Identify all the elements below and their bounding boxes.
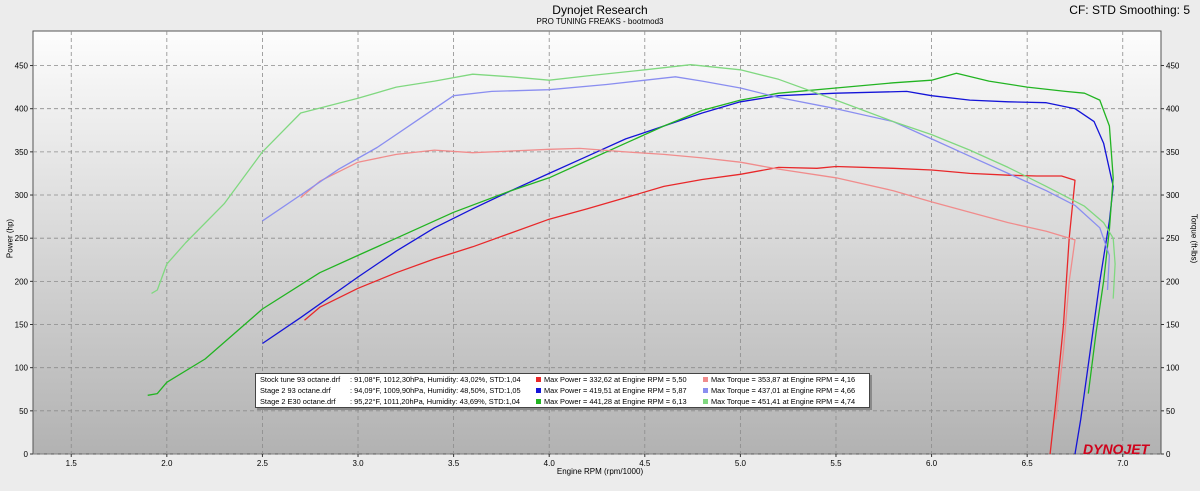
y-tick-label-left: 100 <box>15 364 29 373</box>
legend-run-name: Stage 2 93 octane.drf <box>260 386 331 395</box>
torque-curve-stock-tune-93-octane <box>300 147 1076 420</box>
x-tick-label: 2.0 <box>161 459 173 468</box>
y-tick-label-right: 400 <box>1166 105 1180 114</box>
y-tick-label-left: 0 <box>24 450 29 459</box>
x-tick-label: 6.5 <box>1022 459 1034 468</box>
legend-torque-swatch <box>703 399 708 404</box>
x-tick-label: 2.5 <box>257 459 269 468</box>
power-curve-stage-2-e30-octane <box>147 72 1114 396</box>
y-tick-label-right: 450 <box>1166 62 1180 71</box>
y-tick-label-right: 50 <box>1166 407 1175 416</box>
torque-curve-stage-2-93-octane <box>262 76 1111 291</box>
legend-conditions: : 91,08°F, 1012,30hPa, Humidity: 43,02%,… <box>350 375 521 384</box>
x-axis-label: Engine RPM (rpm/1000) <box>556 467 644 476</box>
y-tick-label-left: 400 <box>15 105 29 114</box>
legend-conditions: : 95,22°F, 1011,20hPa, Humidity: 43,69%,… <box>350 397 521 406</box>
y-tick-label-right: 250 <box>1166 234 1180 243</box>
legend-max-power: Max Power = 441,28 at Engine RPM = 6,13 <box>544 397 687 406</box>
y-axis-left-ticks: 0 50 100 150 200 250 300 350 400 450 <box>15 62 33 459</box>
y-tick-label-right: 350 <box>1166 148 1180 157</box>
legend-run-name: Stock tune 93 octane.drf <box>260 375 341 384</box>
legend-max-torque: Max Torque = 451,41 at Engine RPM = 4,74 <box>711 397 856 406</box>
grid-lines <box>33 31 1161 455</box>
y-tick-label-left: 250 <box>15 234 29 243</box>
x-tick-label: 4.5 <box>639 459 651 468</box>
y-tick-label-right: 100 <box>1166 364 1180 373</box>
legend-box: Stock tune 93 octane.drf : 91,08°F, 1012… <box>255 373 870 408</box>
y-tick-label-right: 200 <box>1166 277 1180 286</box>
y-tick-label-right: 150 <box>1166 321 1180 330</box>
y-axis-left-label: Power (hp) <box>5 218 15 259</box>
legend-row: Stock tune 93 octane.drf : 91,08°F, 1012… <box>256 374 869 385</box>
x-tick-label: 5.5 <box>830 459 842 468</box>
y-axis-right-ticks: 0 50 100 150 200 250 300 350 400 450 <box>1161 62 1180 459</box>
legend-power-swatch <box>536 388 541 393</box>
y-tick-label-left: 450 <box>15 62 29 71</box>
legend-run-name: Stage 2 E30 octane.drf <box>260 397 336 406</box>
y-tick-label-left: 200 <box>15 277 29 286</box>
legend-max-torque: Max Torque = 353,87 at Engine RPM = 4,16 <box>711 375 856 384</box>
series-lines <box>147 64 1116 455</box>
x-tick-label: 6.0 <box>926 459 938 468</box>
power-curve-stock-tune-93-octane <box>304 165 1076 455</box>
x-axis-ticks: 1.5 2.0 2.5 3.0 3.5 4.0 4.5 5.0 5.5 6.0 6.5 7.0 <box>66 454 1129 468</box>
y-tick-label-left: 150 <box>15 321 29 330</box>
chart-title: Dynojet Research <box>552 3 648 17</box>
legend-power-swatch <box>536 399 541 404</box>
legend-power-swatch <box>536 377 541 382</box>
y-axis-right-label: Torque (ft-lbs) <box>1189 213 1199 264</box>
legend-row: Stage 2 E30 octane.drf : 95,22°F, 1011,2… <box>256 396 869 407</box>
x-tick-label: 5.0 <box>735 459 747 468</box>
y-tick-label-left: 300 <box>15 191 29 200</box>
x-tick-label: 4.0 <box>544 459 556 468</box>
x-tick-label: 7.0 <box>1117 459 1129 468</box>
dynojet-logo: DYNOJET <box>1083 441 1150 457</box>
y-tick-label-left: 50 <box>19 407 28 416</box>
x-tick-label: 3.0 <box>352 459 364 468</box>
correction-factor-info: CF: STD Smoothing: 5 <box>1069 3 1190 17</box>
torque-curve-stage-2-e30-octane <box>151 64 1116 299</box>
y-tick-label-right: 0 <box>1166 450 1171 459</box>
y-tick-label-right: 300 <box>1166 191 1180 200</box>
legend-max-power: Max Power = 332,62 at Engine RPM = 5,50 <box>544 375 687 384</box>
legend-conditions: : 94,09°F, 1009,90hPa, Humidity: 48,50%,… <box>350 386 521 395</box>
legend-row: Stage 2 93 octane.drf : 94,09°F, 1009,90… <box>256 385 869 396</box>
chart-subtitle: PRO TUNING FREAKS - bootmod3 <box>536 17 664 26</box>
y-tick-label-left: 350 <box>15 148 29 157</box>
x-tick-label: 3.5 <box>448 459 460 468</box>
legend-max-torque: Max Torque = 437,01 at Engine RPM = 4,66 <box>711 386 856 395</box>
legend-torque-swatch <box>703 377 708 382</box>
legend-max-power: Max Power = 419,51 at Engine RPM = 5,87 <box>544 386 687 395</box>
x-tick-label: 1.5 <box>66 459 78 468</box>
legend-torque-swatch <box>703 388 708 393</box>
